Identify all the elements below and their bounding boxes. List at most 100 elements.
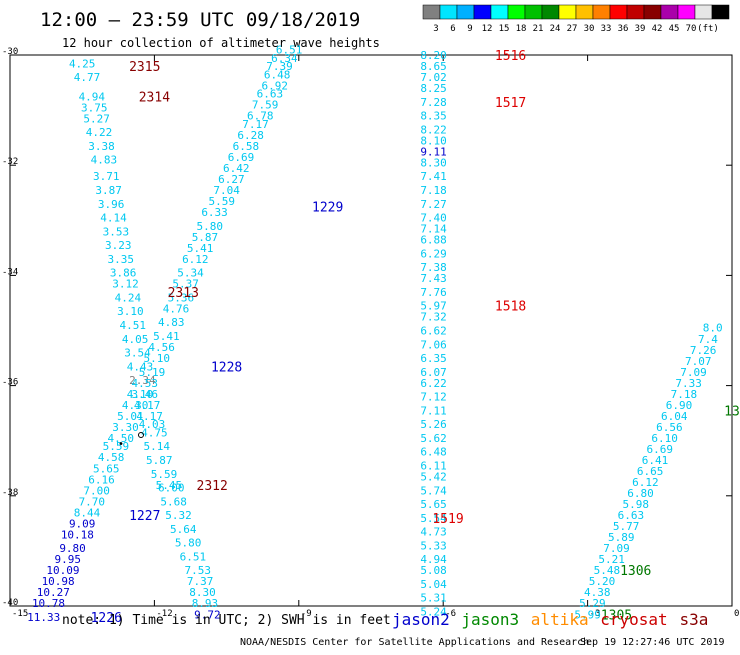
wave-height-value: 7.38 xyxy=(420,261,447,274)
colorbar-swatch xyxy=(609,4,628,20)
wave-height-value: 4.77 xyxy=(74,71,101,84)
wave-height-value: 6.42 xyxy=(223,162,250,175)
y-tick-label: -32 xyxy=(2,157,18,167)
wave-height-value: 7.11 xyxy=(420,404,447,417)
wave-height-value: 3.87 xyxy=(95,184,122,197)
wave-height-value: 6.34 xyxy=(271,52,298,65)
wave-height-value: 5.37 xyxy=(172,278,199,291)
wave-height-value: 8.30 xyxy=(420,156,447,169)
colorbar-label: 6 xyxy=(450,24,455,34)
pass-time-label: 1229 xyxy=(312,201,343,216)
pass-time-label: 1516 xyxy=(495,49,526,64)
colorbar-swatch xyxy=(592,4,611,20)
wave-height-value: 6.90 xyxy=(666,399,693,412)
pass-time-label: 1228 xyxy=(211,360,242,375)
altimeter-tracks: 4.254.774.943.755.274.223.384.833.713.87… xyxy=(27,43,723,624)
marker-dot: • xyxy=(118,439,124,450)
wave-height-value: 7.70 xyxy=(79,495,106,508)
wave-height-value: 7.39 xyxy=(266,60,293,73)
wave-height-value: 11.33 xyxy=(27,611,60,624)
colorbar-label: 3 xyxy=(433,24,438,34)
x-tick-label: -12 xyxy=(156,609,172,619)
colorbar-label: 12 xyxy=(482,24,493,34)
wave-height-value: 5.59 xyxy=(103,440,130,453)
wave-height-value: 8.35 xyxy=(420,110,447,123)
wave-height-value: 6.80 xyxy=(627,487,654,500)
wave-height-value: 6.16 xyxy=(88,473,115,486)
wave-height-value: 5.65 xyxy=(93,462,120,475)
wave-height-value: 4.05 xyxy=(122,333,149,346)
wave-height-value: 5.20 xyxy=(589,575,616,588)
wave-height-value: 6.65 xyxy=(637,465,664,478)
wave-height-value: 3.30 xyxy=(112,421,139,434)
colorbar-label: (ft) xyxy=(697,24,719,34)
wave-height-value: 3.86 xyxy=(110,267,137,280)
wave-height-value: 5.31 xyxy=(420,592,447,605)
wave-height-value: 4.75 xyxy=(141,426,168,439)
wave-height-value: 3.10 xyxy=(117,305,144,318)
wave-height-value: 6.41 xyxy=(642,454,669,467)
wave-height-value: 3.46 xyxy=(132,388,159,401)
wave-height-value: 4.25 xyxy=(69,57,96,70)
track-1226-1229: 11.3310.7810.2710.9810.099.959.8010.189.… xyxy=(27,43,302,624)
pass-time-label: 1518 xyxy=(495,300,526,315)
wave-height-value: 9.72 xyxy=(194,608,221,621)
wave-height-value: 5.98 xyxy=(622,498,649,511)
wave-height-value: 6.00 xyxy=(158,482,185,495)
y-tick-label: -40 xyxy=(2,598,18,608)
pass-time-label: 1305 xyxy=(601,608,632,623)
page-subtitle: 12 hour collection of altimeter wave hei… xyxy=(62,36,380,50)
wave-height-value: 5.97 xyxy=(420,300,447,313)
colorbar-label: 27 xyxy=(567,24,578,34)
wave-height-value: 8.44 xyxy=(74,506,101,519)
wave-height-value: 6.12 xyxy=(632,476,659,489)
wave-height-value: 7.76 xyxy=(420,286,447,299)
wave-height-value: 6.07 xyxy=(420,366,447,379)
wave-height-value: 4.53 xyxy=(132,377,159,390)
wave-height-value: 7.40 xyxy=(420,212,447,225)
wave-height-value: 4.24 xyxy=(115,291,142,304)
colorbar-swatch xyxy=(711,4,730,20)
colorbar-label: 21 xyxy=(533,24,544,34)
wave-height-value: 5.19 xyxy=(139,366,166,379)
colorbar-swatch xyxy=(660,4,679,20)
wave-height-value: 7.33 xyxy=(675,377,702,390)
wave-height-value: 5.68 xyxy=(160,495,187,508)
wave-height-value: 4.56 xyxy=(148,341,175,354)
map-frame xyxy=(9,54,733,607)
y-tick-label: -30 xyxy=(2,47,18,57)
wave-height-value: 5.08 xyxy=(420,564,447,577)
track-2315-2313: 4.254.774.943.755.274.223.384.833.713.87… xyxy=(69,57,221,621)
wave-height-value: 3.71 xyxy=(93,170,120,183)
wave-height-value: 4.30 xyxy=(122,399,149,412)
wave-height-value: 4.83 xyxy=(158,316,185,329)
wave-height-value: 6.56 xyxy=(656,421,683,434)
wave-height-value: 4.94 xyxy=(79,90,106,103)
wave-height-value: 5.62 xyxy=(420,432,447,445)
wave-height-value: 7.02 xyxy=(420,71,447,84)
colorbar-swatch xyxy=(524,4,543,20)
wave-height-value: 5.80 xyxy=(197,220,224,233)
wave-height-value: 6.69 xyxy=(647,443,674,456)
wave-height-value: 7.09 xyxy=(603,542,630,555)
colorbar-swatch xyxy=(694,4,713,20)
footer-timestamp: Sep 19 12:27:46 UTC 2019 xyxy=(580,637,725,648)
pass-time-label: 13 xyxy=(724,404,740,419)
colorbar-label: 24 xyxy=(550,24,561,34)
satellite-legend: jason2 jason3 altika cryosat s3a xyxy=(392,610,708,629)
wave-height-value: 9.09 xyxy=(69,517,96,530)
colorbar-swatch xyxy=(626,4,645,20)
wave-height-value: 6.78 xyxy=(247,110,274,123)
map-axes: -15 -12 -9 -6 -3 0-30-32-34-36-38-40 xyxy=(2,47,739,619)
wave-height-value: 4.50 xyxy=(107,432,134,445)
wave-height-value: 6.11 xyxy=(420,459,447,472)
wave-height-value: 3.23 xyxy=(105,239,132,252)
wave-height-value: 10.18 xyxy=(61,528,94,541)
wave-height-value: 3.75 xyxy=(81,101,108,114)
wave-height-value: 7.07 xyxy=(685,355,712,368)
wave-height-value: 7.4 xyxy=(698,333,718,346)
footer-note: note: 1) Time is in UTC; 2) SWH is in fe… xyxy=(62,613,391,628)
wave-height-value: 7.59 xyxy=(252,99,279,112)
